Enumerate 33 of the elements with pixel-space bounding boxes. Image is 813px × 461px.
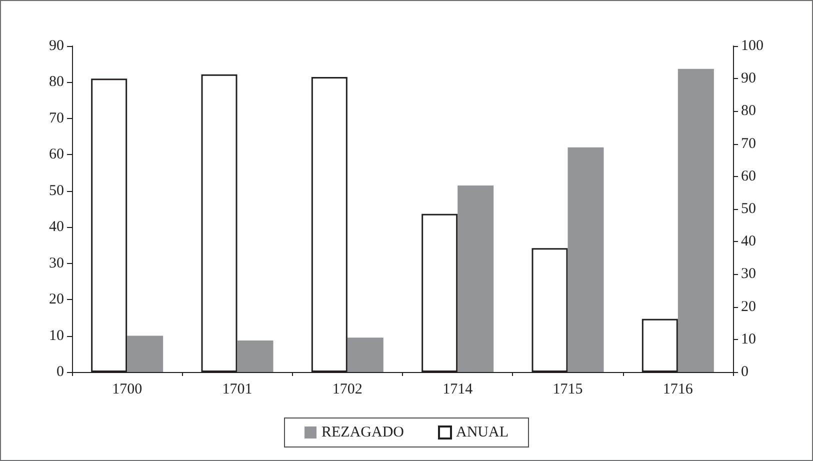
- bar: [347, 338, 384, 372]
- x-tick-label: 1701: [222, 382, 252, 398]
- y-tick-label: 90: [49, 38, 64, 54]
- y2-tick-label: 80: [741, 103, 756, 120]
- x-tick-label: 1715: [552, 382, 583, 398]
- bar: [237, 340, 274, 372]
- y-tick-label: 80: [49, 74, 64, 90]
- y-tick-label: 60: [49, 146, 64, 163]
- y2-tick-label: 10: [741, 331, 756, 348]
- x-tick-label: 1700: [112, 382, 142, 398]
- y-tick-label: 70: [49, 110, 64, 126]
- y-tick-label: 0: [56, 364, 64, 380]
- y2-tick-label: 40: [741, 234, 756, 250]
- y2-tick-label: 20: [741, 298, 756, 315]
- y2-tick-label: 50: [741, 201, 756, 217]
- y2-tick-label: 30: [741, 266, 756, 282]
- x-tick-label: 1702: [332, 382, 362, 398]
- y-tick-label: 10: [49, 328, 64, 344]
- y2-tick-label: 90: [741, 70, 756, 87]
- y2-tick-label: 0: [741, 364, 748, 380]
- x-tick-label: 1714: [442, 382, 474, 398]
- x-tick-label: 1716: [662, 382, 694, 398]
- y-tick-label: 50: [49, 182, 64, 199]
- y-tick-label: 40: [49, 219, 64, 236]
- bar: [127, 336, 164, 372]
- legend-label: ANUAL: [456, 424, 508, 440]
- y-tick-label: 30: [49, 255, 64, 272]
- bar: [678, 68, 714, 372]
- legend-label: REZAGADO: [322, 424, 404, 440]
- y2-tick-label: 100: [741, 38, 764, 54]
- y2-tick-label: 70: [741, 136, 756, 152]
- y2-tick-label: 60: [741, 168, 756, 184]
- y-tick-label: 20: [49, 292, 64, 308]
